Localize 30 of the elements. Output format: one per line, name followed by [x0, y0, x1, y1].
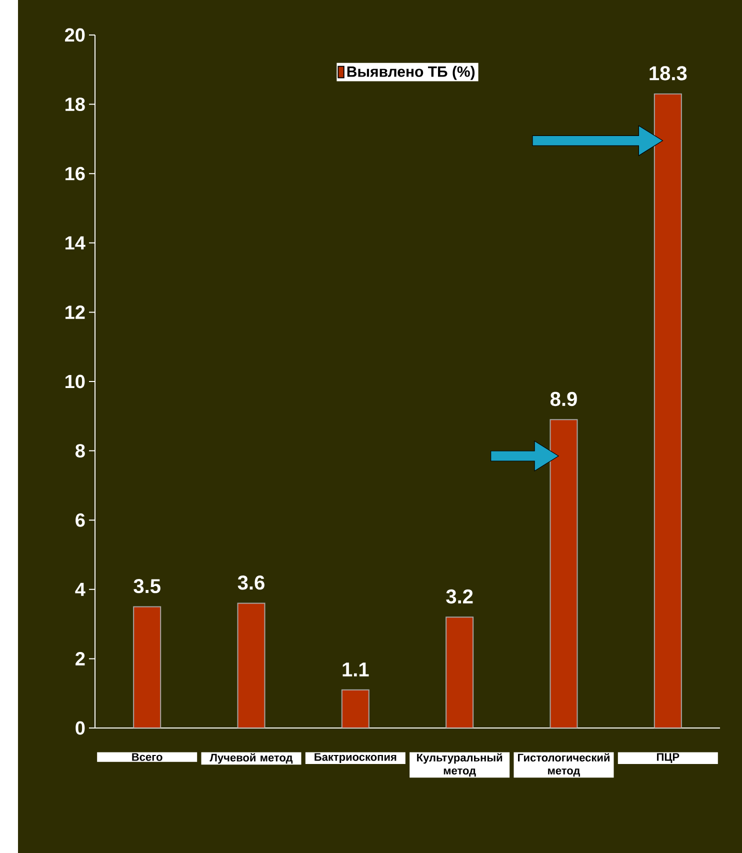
y-tick-label: 12	[66, 306, 85, 319]
data-label: 3.6	[238, 576, 264, 590]
y-tick-label: 4	[75, 582, 86, 596]
y-tick-label: 6	[76, 513, 85, 527]
data-label: 18.3	[650, 66, 687, 80]
bar	[550, 419, 578, 728]
x-tick-label: Гистологический метод	[518, 753, 610, 777]
x-tick-label: Лучевой метод	[210, 753, 293, 764]
bar	[133, 606, 162, 728]
bar	[237, 602, 266, 728]
data-label: 3.2	[446, 589, 473, 604]
y-tick-label: 0	[76, 721, 85, 735]
y-tick-label: 20	[64, 28, 85, 42]
data-label: 1.1	[342, 662, 369, 676]
data-label: 8.9	[550, 392, 577, 406]
bar	[341, 689, 370, 728]
y-tick-label: 2	[76, 652, 85, 666]
x-tick-label: Культуральный метод	[417, 753, 502, 777]
bar	[654, 93, 682, 728]
legend-label: Выявлено ТБ (%)	[347, 66, 475, 80]
y-tick-label: 8	[75, 444, 85, 458]
x-tick-label: Всего	[132, 753, 162, 761]
x-tick-label: ПЦР	[657, 753, 680, 763]
x-tick-label: Бактриоскопия	[314, 753, 396, 764]
y-tick-label: 18	[66, 98, 85, 112]
bar	[446, 616, 474, 728]
data-label: 3.5	[134, 579, 160, 594]
y-tick-label: 16	[66, 166, 85, 180]
y-tick-label: 10	[66, 374, 85, 388]
y-tick-label: 14	[66, 236, 86, 250]
